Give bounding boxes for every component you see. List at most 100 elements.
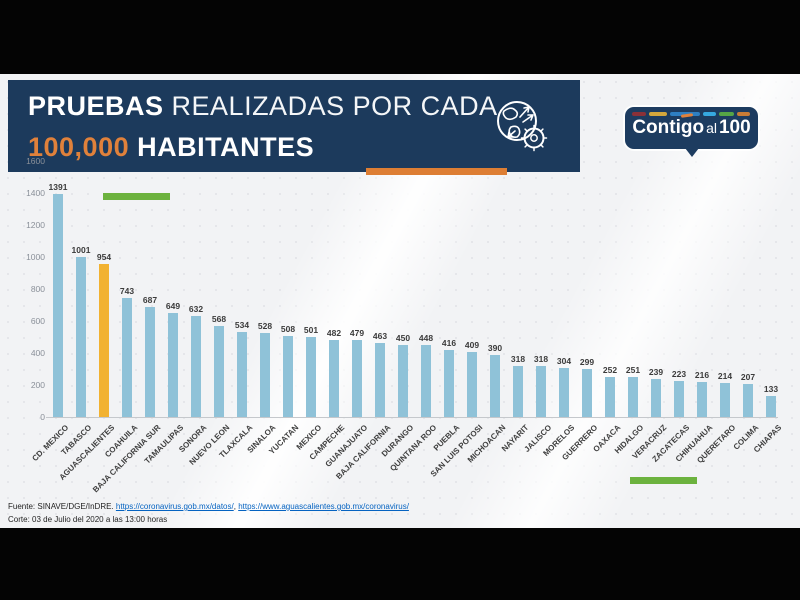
globe-virus-icon: [497, 101, 548, 152]
bar-sinaloa: [260, 332, 270, 417]
bar-value-label: 482: [326, 327, 342, 338]
logo-stripe-0: [632, 112, 646, 116]
bar-value-label: 409: [464, 339, 480, 350]
bar-coahuila: [122, 298, 132, 417]
green-accent-bar-top: [103, 193, 170, 200]
bar-value-label: 299: [579, 357, 595, 368]
source-line: Fuente: SINAVE/DGE/InDRE. https://corona…: [8, 500, 409, 513]
bar-sonora: [191, 315, 201, 417]
y-axis-tick-200: 200: [30, 380, 45, 390]
bar-colima: [743, 383, 753, 417]
bar-value-label: 239: [648, 366, 664, 377]
bar-cd-mexico: [53, 194, 63, 417]
y-axis-tick-400: 400: [30, 348, 45, 358]
y-axis-tick-600: 600: [30, 316, 45, 326]
bar-value-label: 632: [188, 303, 204, 314]
logo-word-100: 100: [718, 117, 751, 138]
bar-oaxaca: [605, 376, 615, 417]
bar-value-label: 1391: [48, 182, 68, 193]
bar-queretaro: [720, 382, 730, 417]
bar-durango: [398, 345, 408, 417]
x-axis-line: [46, 417, 778, 418]
bar-value-label: 448: [418, 333, 434, 344]
y-axis-tick-1600: 1600: [26, 156, 45, 166]
bar-value-label: 416: [441, 338, 457, 349]
logo-stripe-4: [719, 112, 734, 116]
bar-value-label: 568: [211, 314, 227, 325]
bar-value-label: 534: [234, 319, 250, 330]
source-link-aguascalientes[interactable]: https://www.aguascalientes.gob.mx/corona…: [238, 502, 409, 511]
bar-jalisco: [536, 366, 546, 417]
bar-value-label: 687: [142, 295, 158, 306]
bar-value-label: 528: [257, 320, 273, 331]
contigo-al-100-logo: Contigo al 100: [625, 107, 758, 157]
page-title: PRUEBAS REALIZADAS POR CADA 100,000 HABI…: [28, 88, 498, 170]
bar-tabasco: [76, 256, 86, 417]
bar-value-label: 214: [717, 370, 733, 381]
bar-value-label: 1001: [71, 244, 91, 255]
bar-value-label: 743: [119, 286, 135, 297]
bar-value-label: 133: [763, 383, 779, 394]
bar-value-label: 450: [395, 333, 411, 343]
y-axis-tick-800: 800: [30, 284, 45, 294]
logo-stripe-1: [649, 112, 667, 116]
logo-word-al: al: [706, 120, 717, 136]
y-axis-tick-1000: 1000: [26, 252, 45, 262]
bar-quintana-roo: [421, 345, 431, 417]
bar-nuevo-leon: [214, 326, 224, 417]
bar-value-label: 390: [487, 342, 503, 353]
source-link-coronavirus-gob[interactable]: https://coronavirus.gob.mx/datos/: [115, 502, 234, 511]
bar-value-label: 251: [625, 364, 641, 375]
bar-value-label: 479: [349, 328, 365, 339]
bar-hidalgo: [628, 376, 638, 417]
logo-stripe-3: [703, 112, 716, 116]
logo-speech-tail: [685, 148, 699, 157]
bar-guerrero: [582, 369, 592, 417]
header-orange-underline: [366, 168, 507, 175]
logo-text: Contigo al 100: [625, 117, 758, 139]
bar-michoacan: [490, 354, 500, 417]
title-word-habitantes: HABITANTES: [129, 132, 315, 162]
bar-mexico: [306, 336, 316, 417]
bar-value-label: 463: [372, 330, 388, 341]
green-accent-bar-bottom: [630, 477, 697, 484]
bar-yucatan: [283, 335, 293, 417]
logo-word-contigo: Contigo: [632, 117, 705, 138]
header-banner: PRUEBAS REALIZADAS POR CADA 100,000 HABI…: [8, 80, 580, 172]
bar-san-luis-potosi: [467, 351, 477, 417]
bar-morelos: [559, 368, 569, 417]
bar-veracruz: [651, 378, 661, 417]
bar-guanajuato: [352, 340, 362, 417]
bar-tlaxcala: [237, 331, 247, 417]
bar-value-label: 223: [671, 369, 687, 380]
bar-value-label: 252: [602, 364, 618, 375]
title-word-realizadas: REALIZADAS POR CADA: [163, 91, 498, 121]
bar-value-label: 318: [510, 354, 526, 365]
y-axis-tick-1400: 1400: [26, 188, 45, 198]
bar-value-label: 207: [740, 371, 756, 382]
bar-value-label: 501: [303, 324, 319, 335]
bar-value-label: 304: [556, 356, 572, 367]
source-prefix: Fuente: SINAVE/DGE/InDRE.: [8, 502, 116, 511]
source-separator: ,: [233, 502, 239, 511]
bar-tamaulipas: [168, 313, 178, 417]
y-axis-tick-0: 0: [40, 412, 45, 422]
slide-background: PRUEBAS REALIZADAS POR CADA 100,000 HABI…: [0, 74, 800, 528]
bar-aguascalientes: [99, 264, 109, 417]
bar-value-label: 508: [280, 323, 296, 334]
bar-baja-california-sur: [145, 307, 155, 417]
bar-value-label: 216: [694, 370, 710, 381]
bar-chihuahua: [697, 382, 707, 417]
bar-zacatecas: [674, 381, 684, 417]
bar-baja-california: [375, 342, 385, 417]
bar-chart: 0 200 400 600 800 1000 1200 1400 1600 1391 CD. MEX…: [0, 74, 800, 528]
bar-campeche: [329, 339, 339, 417]
title-word-pruebas: PRUEBAS: [28, 91, 164, 121]
bar-nayarit: [513, 366, 523, 417]
cutoff-line: Corte: 03 de Julio del 2020 a las 13:00 …: [8, 515, 168, 524]
bar-value-label: 318: [533, 354, 549, 365]
footer: Fuente: SINAVE/DGE/InDRE. https://corona…: [8, 500, 409, 526]
logo-stripe-5: [737, 112, 750, 116]
title-number-100000: 100,000: [28, 132, 130, 162]
bar-value-label: 649: [165, 301, 181, 312]
